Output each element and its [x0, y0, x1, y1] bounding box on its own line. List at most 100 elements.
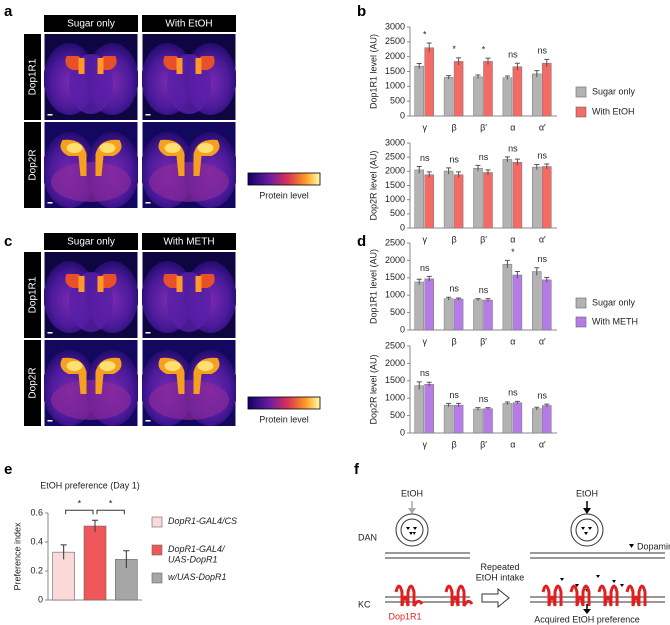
bar: [453, 298, 464, 331]
bar: [443, 170, 454, 229]
x-tick-label: α′: [539, 439, 546, 449]
transition-label: Repeated EtOH intake: [476, 562, 525, 582]
error-bar: [485, 169, 491, 176]
legend-swatch: [575, 316, 587, 328]
dopamine-vesicle: [406, 527, 417, 535]
y-tick-label: 0.2: [30, 565, 43, 575]
y-tick-label: 1500: [385, 180, 405, 190]
y-tick-label: 2000: [385, 166, 405, 176]
x-tick-label: γ: [422, 336, 427, 346]
y-tick-label: 2500: [385, 36, 405, 46]
bar: [502, 403, 513, 434]
y-tick-label: 1500: [385, 375, 405, 385]
micrograph: [142, 34, 236, 120]
panel-letter: c: [4, 233, 12, 250]
bar: [443, 298, 454, 331]
error-bar: [456, 402, 462, 407]
x-tick-label: β: [452, 234, 457, 244]
bar: [443, 404, 454, 434]
row-header: Dop1R1: [28, 276, 39, 313]
column-header: With METH: [163, 237, 214, 248]
row-header-box: [24, 340, 41, 426]
y-tick-label: 0.6: [30, 507, 43, 517]
y-tick-label: 0: [400, 427, 405, 437]
bar: [414, 281, 424, 331]
error-bar: [426, 171, 432, 178]
bar: [483, 299, 493, 331]
legend-swatch: [575, 86, 587, 98]
error-bar: [534, 267, 540, 276]
error-bar: [426, 42, 432, 53]
error-bar: [456, 171, 462, 178]
error-bar: [123, 550, 130, 569]
y-axis-label: Dop2R level (AU): [368, 150, 378, 220]
legend-swatch: [575, 297, 587, 309]
y-axis-label: Dop1R1 level (AU): [368, 34, 378, 109]
significance-label: *: [482, 45, 486, 55]
y-tick-label: 500: [390, 410, 405, 420]
panel-c: Sugar only With METH Dop1R1 Dop2R Protei…: [24, 233, 321, 426]
colorbar-label: Protein level: [259, 414, 309, 424]
x-tick-label: α: [510, 336, 515, 346]
chart: 0 500 1000 1500 2000 2500 Dop1R1 level (AU) γ ns…: [368, 237, 638, 346]
bar: [453, 174, 464, 229]
y-tick-label: 1500: [385, 272, 405, 282]
legend-label: DopR1-GAL4/CS: [168, 516, 237, 526]
micrograph: [142, 340, 236, 426]
bar: [542, 62, 552, 117]
error-bar: [60, 544, 67, 560]
receptors: [394, 584, 647, 607]
bar: [83, 525, 107, 601]
x-tick-label: γ: [422, 439, 427, 449]
error-bar: [416, 166, 422, 174]
y-tick-label: 500: [390, 208, 405, 218]
error-bar: [475, 74, 481, 79]
vesicle-outer: [570, 513, 604, 547]
x-tick-label: α′: [539, 234, 546, 244]
y-tick-label: 0: [38, 594, 43, 604]
x-tick-label: γ: [422, 122, 427, 132]
bar: [424, 47, 434, 117]
y-tick-label: 0: [400, 222, 405, 232]
column-header: Sugar only: [67, 237, 115, 248]
bar: [542, 166, 552, 229]
y-tick-label: 2000: [385, 51, 405, 61]
chart-title: EtOH preference (Day 1): [40, 480, 140, 490]
error-bar: [416, 62, 422, 69]
significance-label: ns: [508, 143, 518, 153]
y-tick-label: 1000: [385, 81, 405, 91]
bar: [532, 73, 542, 117]
receptor-label: Dop1R1: [388, 611, 421, 621]
y-tick-label: 1000: [385, 194, 405, 204]
y-tick-label: 500: [390, 307, 405, 317]
error-bar: [544, 276, 550, 283]
micrograph: [44, 340, 138, 426]
significance-label: ns: [449, 154, 459, 164]
y-tick-label: 3000: [385, 137, 405, 147]
y-axis-label: Dop1R1 level (AU): [368, 249, 378, 324]
outcome-label: Acquired EtOH preference: [534, 614, 640, 624]
panel-letter: f: [354, 461, 360, 478]
arrowhead: [583, 609, 591, 614]
significance-label: ns: [538, 46, 548, 56]
bar: [414, 65, 424, 117]
y-tick-label: 2000: [385, 255, 405, 265]
bar: [542, 405, 552, 434]
micrograph: [44, 34, 138, 120]
bar: [512, 274, 523, 331]
error-bar: [426, 381, 432, 387]
x-tick-label: α: [510, 439, 515, 449]
bar: [424, 384, 434, 434]
arrowhead: [408, 508, 416, 514]
error-bar: [475, 164, 481, 172]
significance-label: ns: [449, 284, 459, 294]
column-header-box: [142, 233, 236, 250]
row-header-box: [24, 252, 41, 338]
cell-label: DAN: [358, 532, 377, 542]
legend-swatch: [151, 572, 163, 584]
significance-label: ns: [420, 263, 430, 273]
colorbar: [247, 172, 321, 186]
micrograph: [142, 252, 236, 338]
vesicle-inner: [400, 518, 424, 542]
